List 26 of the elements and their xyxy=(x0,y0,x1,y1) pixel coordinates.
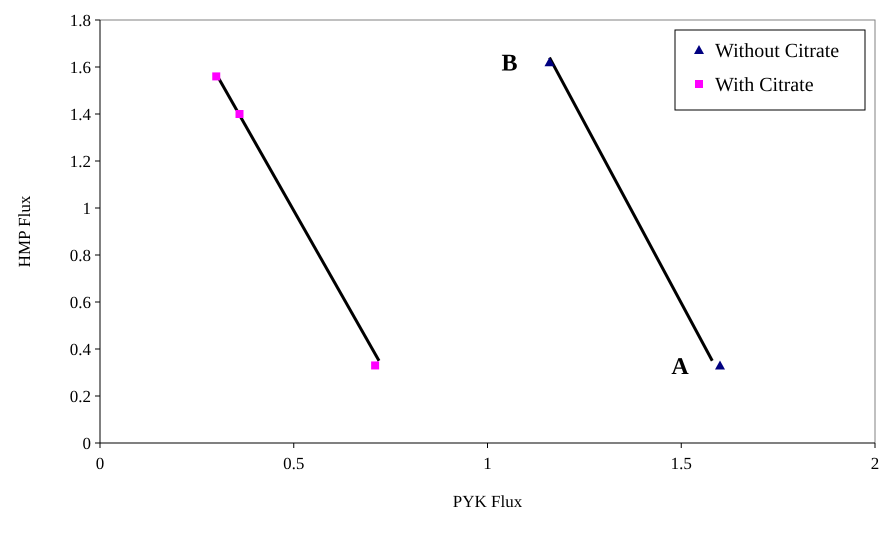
point xyxy=(715,360,725,370)
x-tick-label: 1.5 xyxy=(670,454,692,473)
legend-label: With Citrate xyxy=(715,74,814,96)
point xyxy=(236,110,244,118)
point xyxy=(371,361,380,370)
x-tick-label: 2 xyxy=(870,454,880,473)
x-tick-label: 0.5 xyxy=(283,454,304,473)
x-tick-label: 1 xyxy=(483,454,492,473)
y-tick-label: 0.4 xyxy=(70,340,92,359)
y-tick-label: 1.4 xyxy=(70,104,92,124)
y-tick-label: 0 xyxy=(82,434,91,453)
legend-label: Without Citrate xyxy=(715,40,840,62)
y-axis-title: HMP Flux xyxy=(15,195,34,268)
y-tick-label: 1.2 xyxy=(70,152,91,171)
y-tick-label: 0.6 xyxy=(70,292,91,312)
y-tick-label: 0.8 xyxy=(70,246,91,265)
annotation: A xyxy=(671,354,690,380)
annotation: B xyxy=(501,50,518,77)
point xyxy=(212,72,220,80)
y-tick-label: 1.6 xyxy=(70,58,91,77)
x-tick-label: 0 xyxy=(96,454,104,473)
y-tick-label: 0.2 xyxy=(70,386,91,406)
y-tick-label: 1.8 xyxy=(70,10,91,30)
x-axis-title: PYK Flux xyxy=(452,492,523,511)
point xyxy=(544,57,554,66)
y-tick-label: 1 xyxy=(82,198,91,218)
